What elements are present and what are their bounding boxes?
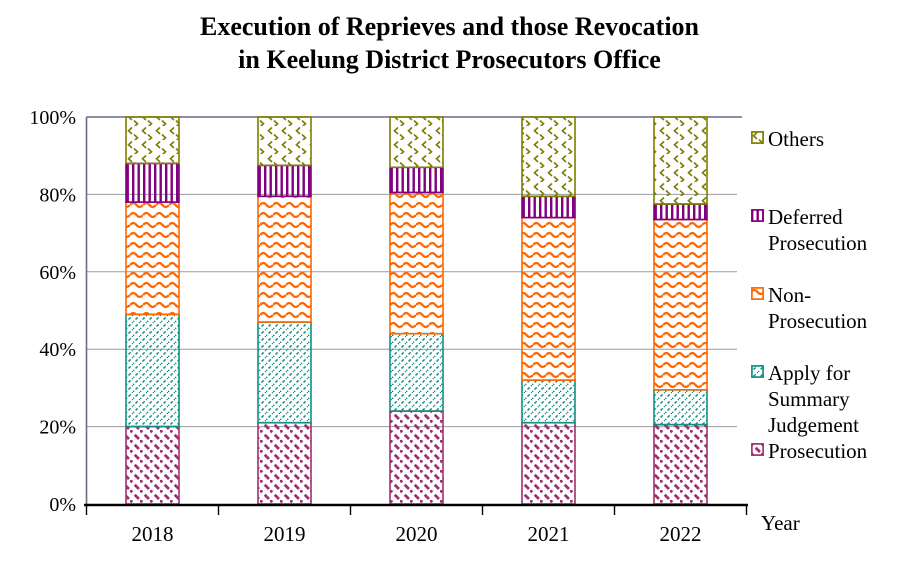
legend-label-line: Others xyxy=(768,127,824,151)
bar-segment-nonpros-2018 xyxy=(125,201,180,316)
bar-segment-nonpros-2020 xyxy=(389,191,444,335)
y-axis-label: 0% xyxy=(49,494,76,516)
chart-title-line1: Execution of Reprieves and those Revocat… xyxy=(199,12,699,41)
bar-segment-deferred-2020 xyxy=(389,166,444,194)
legend-label-line: Apply for xyxy=(768,361,851,385)
legend-label-line: Non- xyxy=(768,283,812,307)
legend-label-line: Deferred xyxy=(768,205,843,229)
legend-item-others: Others xyxy=(751,126,824,152)
legend-label-nonpros: Non- Prosecution xyxy=(768,282,867,334)
legend-swatch-rect xyxy=(751,287,764,300)
bar-segment-prosecution-2018 xyxy=(125,425,180,505)
legend-item-deferred: Deferred Prosecution xyxy=(751,204,867,256)
bar-segment-nonpros-2019 xyxy=(257,195,312,323)
legend-label-line: Summary xyxy=(768,387,850,411)
bar-segment-prosecution-2022 xyxy=(653,423,708,505)
bar-segment-others-2022 xyxy=(653,116,708,205)
legend-swatch-rect xyxy=(751,365,764,378)
legend-item-nonpros: Non- Prosecution xyxy=(751,282,867,334)
legend-swatch-rect xyxy=(751,209,764,222)
bar-segment-nonpros-2021 xyxy=(521,216,576,381)
bar-segment-others-2018 xyxy=(125,116,180,165)
x-axis-label: 2018 xyxy=(132,522,174,546)
y-axis-label: 40% xyxy=(39,339,76,361)
legend-label-deferred: Deferred Prosecution xyxy=(768,204,867,256)
legend-swatch-rect xyxy=(751,131,764,144)
bar-segment-summary-2019 xyxy=(257,321,312,424)
legend-item-prosecution: Prosecution xyxy=(751,438,867,464)
legend-label-line: Prosecution xyxy=(768,439,868,463)
legend-label-line: Prosecution xyxy=(768,231,868,255)
legend-swatch-nonpros-icon xyxy=(751,287,764,300)
bar-segment-deferred-2022 xyxy=(653,203,708,221)
bar-segment-prosecution-2019 xyxy=(257,421,312,505)
legend-label-prosecution: Prosecution xyxy=(768,438,867,464)
y-axis-label: 100% xyxy=(29,107,76,129)
bar-segment-nonpros-2022 xyxy=(653,218,708,391)
x-axis-title: Year xyxy=(761,511,800,535)
x-axis-label: 2022 xyxy=(660,522,702,546)
bar-segment-summary-2018 xyxy=(125,313,180,428)
legend-label-summary: Apply for Summary Judgement xyxy=(768,360,859,438)
bar-segment-prosecution-2020 xyxy=(389,410,444,505)
legend-swatch-prosecution-icon xyxy=(751,443,764,456)
y-axis-label: 20% xyxy=(39,417,76,439)
legend-item-summary: Apply for Summary Judgement xyxy=(751,360,859,438)
bar-segment-prosecution-2021 xyxy=(521,421,576,505)
x-axis-label: 2020 xyxy=(396,522,438,546)
y-axis-label: 80% xyxy=(39,184,76,206)
bar-segment-others-2020 xyxy=(389,116,444,169)
legend-swatch-summary-icon xyxy=(751,365,764,378)
chart-title: Execution of Reprieves and those Revocat… xyxy=(0,10,899,76)
bar-segment-others-2021 xyxy=(521,116,576,198)
bar-segment-deferred-2018 xyxy=(125,162,180,203)
bar-segment-deferred-2021 xyxy=(521,195,576,219)
chart-title-line2: in Keelung District Prosecutors Office xyxy=(238,45,661,74)
bar-segment-summary-2020 xyxy=(389,332,444,412)
x-axis-label: 2019 xyxy=(264,522,306,546)
legend-label-line: Judgement xyxy=(768,413,859,437)
legend-swatch-deferred-icon xyxy=(751,209,764,222)
y-axis-label: 60% xyxy=(39,262,76,284)
legend-label-others: Others xyxy=(768,126,824,152)
legend-swatch-rect xyxy=(751,443,764,456)
bar-segment-summary-2022 xyxy=(653,389,708,426)
bar-segment-others-2019 xyxy=(257,116,312,167)
bar-segment-summary-2021 xyxy=(521,379,576,424)
legend-label-line: Prosecution xyxy=(768,309,868,333)
x-axis-label: 2021 xyxy=(528,522,570,546)
chart-legend: Others Deferred Prosecution Non- Prosecution… xyxy=(751,0,899,562)
legend-swatch-others-icon xyxy=(751,131,764,144)
bar-segment-deferred-2019 xyxy=(257,164,312,198)
